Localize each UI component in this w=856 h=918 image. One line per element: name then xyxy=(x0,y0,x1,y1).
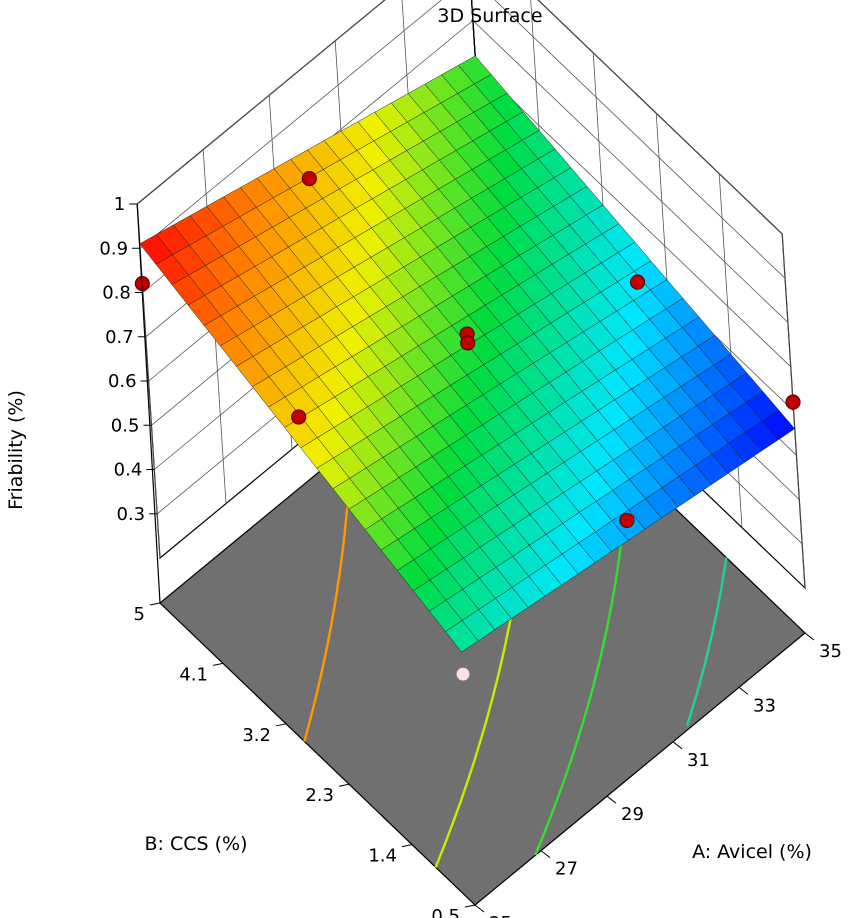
y-axis-title: B: CCS (%) xyxy=(145,833,248,855)
x-tick-label: 29 xyxy=(621,804,644,825)
y-tick-label: 3.2 xyxy=(242,725,271,746)
floor-contour xyxy=(685,557,728,727)
x-tick-mark xyxy=(738,687,749,695)
y-tick-mark xyxy=(212,662,224,666)
design-point xyxy=(785,394,801,410)
y-tick-mark xyxy=(401,844,413,848)
y-tick-label: 2.3 xyxy=(305,785,334,806)
z-axis-line xyxy=(136,203,161,604)
z-tick-label: 0.3 xyxy=(117,504,146,525)
z-tick-label: 0.6 xyxy=(108,371,137,392)
y-tick-mark xyxy=(464,904,476,908)
x-tick-mark xyxy=(606,795,617,804)
design-points-above xyxy=(134,171,801,529)
design-point xyxy=(619,512,635,529)
z-tick-label: 0.4 xyxy=(114,460,143,481)
design-point xyxy=(301,171,317,187)
wall-gridline xyxy=(136,0,783,235)
z-axis-ticks: 0.3 0.4 0.5 0.6 0.7 0.8 0.9 1 xyxy=(99,194,158,525)
design-point xyxy=(460,335,476,351)
x-tick-mark xyxy=(474,904,485,913)
x-tick-mark xyxy=(804,632,815,641)
x-tick-label: 33 xyxy=(753,695,776,716)
x-tick-label: 31 xyxy=(687,750,710,771)
z-tick-label: 1 xyxy=(114,194,125,215)
wall-gridline xyxy=(139,0,786,279)
y-tick-label: 4.1 xyxy=(179,664,208,685)
x-axis-ticks: 25 27 29 31 33 35 xyxy=(474,632,842,918)
y-tick-label: 0.5 xyxy=(431,906,460,918)
surface-cell xyxy=(761,409,796,441)
x-tick-label: 27 xyxy=(555,859,578,880)
z-tick-label: 0.8 xyxy=(102,283,131,304)
design-point xyxy=(455,666,471,682)
y-tick-mark xyxy=(338,783,350,787)
z-tick-label: 0.9 xyxy=(99,238,128,259)
z-tick-label: 0.5 xyxy=(111,415,140,436)
design-point xyxy=(629,274,646,290)
x-tick-label: 25 xyxy=(489,913,512,918)
y-tick-label: 1.4 xyxy=(368,846,397,867)
y-tick-mark xyxy=(275,723,287,727)
y-axis-ticks: 0.5 1.4 2.3 3.2 4.1 5 xyxy=(134,602,476,918)
x-tick-mark xyxy=(540,850,551,858)
chart-title: 3D Surface xyxy=(437,5,542,27)
design-point xyxy=(291,409,307,425)
x-tick-label: 35 xyxy=(819,641,842,662)
z-axis-title: Friability (%) xyxy=(5,390,27,510)
response-surface xyxy=(139,55,796,653)
y-tick-label: 5 xyxy=(134,604,145,625)
x-axis-title: A: Avicel (%) xyxy=(692,841,812,863)
y-tick-mark xyxy=(149,602,161,606)
chart-frame xyxy=(136,203,161,604)
x-tick-mark xyxy=(672,741,683,750)
z-tick-label: 0.7 xyxy=(105,327,134,348)
